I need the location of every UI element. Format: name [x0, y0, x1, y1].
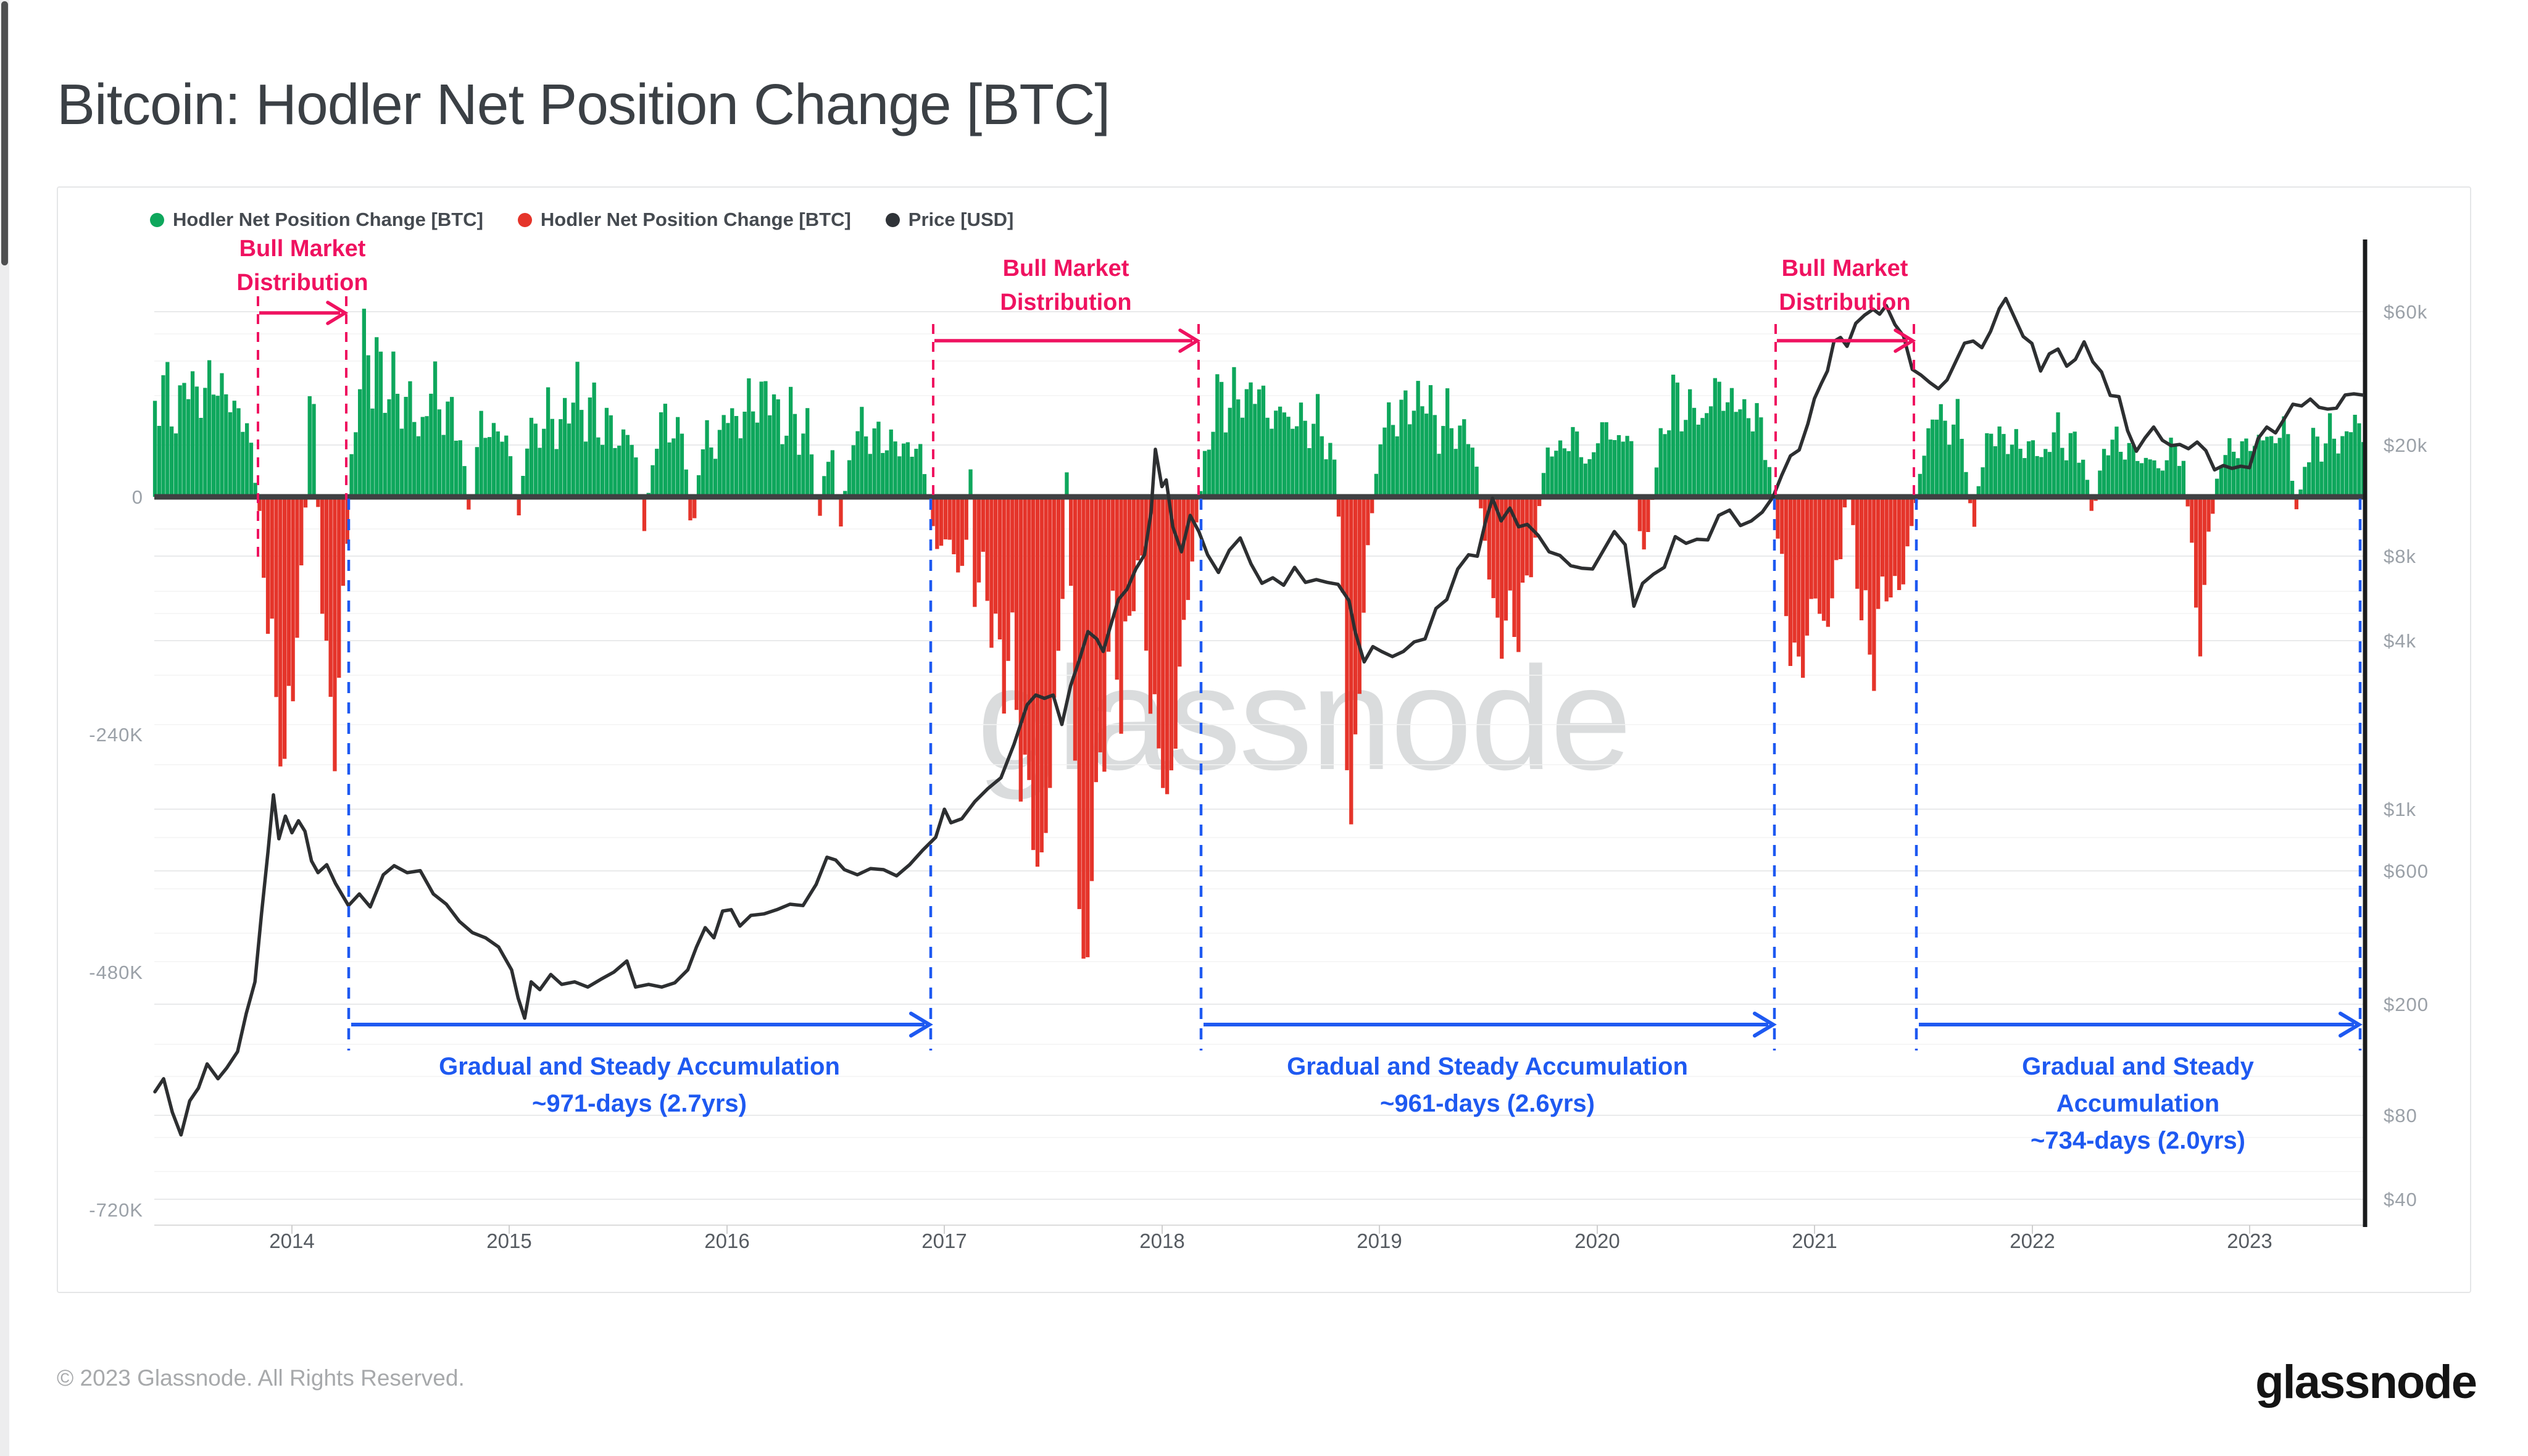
svg-text:2018: 2018 [1139, 1229, 1184, 1252]
svg-text:0: 0 [132, 486, 143, 508]
distribution-markers [257, 296, 1916, 559]
legend-marker-green-icon [150, 212, 164, 227]
svg-text:2019: 2019 [1357, 1229, 1402, 1252]
svg-text:-240K: -240K [89, 724, 143, 746]
svg-text:2014: 2014 [269, 1229, 314, 1252]
svg-text:$80: $80 [2384, 1105, 2418, 1126]
legend: Hodler Net Position Change [BTC] Hodler … [150, 209, 1013, 231]
svg-text:-480K: -480K [89, 962, 143, 983]
legend-marker-black-icon [885, 212, 900, 227]
x-axis-labels: 2014 2015 2016 2017 2018 2019 2020 2021 2022 2023 [269, 1229, 2272, 1252]
grid-minor [154, 333, 2365, 1172]
svg-text:$20k: $20k [2384, 435, 2427, 456]
legend-label: Hodler Net Position Change [BTC] [540, 209, 851, 230]
svg-text:2016: 2016 [704, 1229, 749, 1252]
svg-text:$40: $40 [2384, 1189, 2418, 1210]
legend-label: Price [USD] [908, 209, 1014, 230]
accumulation-markers [347, 499, 2363, 1050]
svg-text:2015: 2015 [486, 1229, 531, 1252]
svg-text:2021: 2021 [1792, 1229, 1837, 1252]
y-axis-left-labels: 0 -240K -480K -720K [89, 486, 143, 1221]
svg-text:$8k: $8k [2384, 546, 2416, 567]
hodler-bars [152, 309, 2366, 959]
page-title: Bitcoin: Hodler Net Position Change [BTC… [57, 72, 1110, 136]
annotation-bull-market-distribution-3: Bull Market Distribution [1779, 256, 1911, 316]
scrollbar-thumb[interactable] [1, 1, 8, 265]
legend-item-price[interactable]: Price [USD] [885, 209, 1014, 231]
annotation-bull-market-distribution-2: Bull Market Distribution [1000, 256, 1132, 316]
price-line [153, 296, 2364, 1137]
svg-text:2023: 2023 [2227, 1229, 2272, 1252]
annotation-accumulation-2: Gradual and Steady Accumulation ~961-day… [1287, 1053, 1688, 1117]
svg-text:2017: 2017 [921, 1229, 967, 1252]
annotation-accumulation-1: Gradual and Steady Accumulation ~971-day… [439, 1053, 840, 1117]
annotation-accumulation-3: Gradual and Steady Accumulation ~734-day… [2022, 1053, 2254, 1154]
svg-text:-720K: -720K [89, 1199, 143, 1221]
axis-lines [154, 239, 2368, 1227]
annotation-bull-market-distribution-1: Bull Market Distribution [236, 236, 368, 296]
svg-text:$1k: $1k [2384, 799, 2416, 820]
svg-text:$60k: $60k [2384, 301, 2427, 323]
svg-text:$200: $200 [2384, 994, 2429, 1015]
legend-item-hodler-positive[interactable]: Hodler Net Position Change [BTC] [150, 209, 483, 231]
legend-item-hodler-negative[interactable]: Hodler Net Position Change [BTC] [517, 209, 851, 231]
y-axis-right-labels: $60k $20k $8k $4k $1k $600 $200 $80 $40 [2384, 301, 2429, 1210]
svg-text:2022: 2022 [2010, 1229, 2055, 1252]
legend-marker-red-icon [517, 212, 532, 227]
svg-text:2020: 2020 [1574, 1229, 1620, 1252]
scrollbar-track[interactable] [0, 0, 9, 1456]
chart-card [57, 186, 2471, 1293]
legend-label: Hodler Net Position Change [BTC] [173, 209, 483, 230]
svg-text:$600: $600 [2384, 860, 2429, 882]
brand-logo: glassnode [2255, 1356, 2477, 1408]
copyright-text: © 2023 Glassnode. All Rights Reserved. [57, 1365, 465, 1391]
svg-text:$4k: $4k [2384, 630, 2416, 652]
